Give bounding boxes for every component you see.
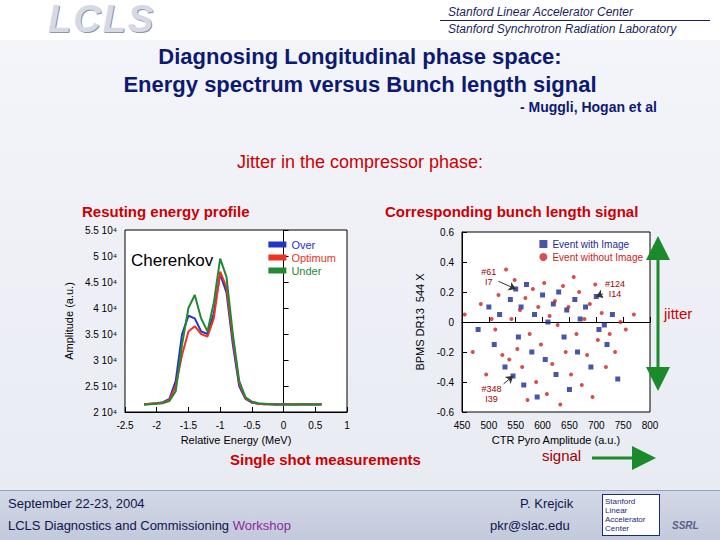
svg-text:0.2: 0.2 xyxy=(440,287,454,298)
svg-text:500: 500 xyxy=(481,420,498,431)
svg-text:-0.2: -0.2 xyxy=(437,347,455,358)
svg-text:600: 600 xyxy=(534,420,551,431)
svg-text:0: 0 xyxy=(281,420,287,431)
svg-text:550: 550 xyxy=(507,420,524,431)
html-text:- Muggli, Hogan et al: - Muggli, Hogan et al xyxy=(520,99,657,115)
svg-text:BPMS DR13 544 X: BPMS DR13 544 X xyxy=(414,273,426,371)
svg-text:#348: #348 xyxy=(482,384,502,394)
svg-text:-0.6: -0.6 xyxy=(437,407,455,418)
html-text:SSRL: SSRL xyxy=(672,520,699,531)
svg-text:I39: I39 xyxy=(485,394,498,404)
svg-text:0.6: 0.6 xyxy=(440,227,454,238)
svg-text:800: 800 xyxy=(642,420,659,431)
svg-text:-0.5: -0.5 xyxy=(243,420,261,431)
html-text:Corresponding bunch length sig: Corresponding bunch length signal xyxy=(385,203,639,220)
html-text:signal: signal xyxy=(542,447,582,464)
svg-text:-0.4: -0.4 xyxy=(437,377,455,388)
html-text:September 22-23, 2004: September 22-23, 2004 xyxy=(8,496,145,511)
svg-text:5 10⁴: 5 10⁴ xyxy=(93,251,117,262)
svg-text:-2.5: -2.5 xyxy=(116,420,134,431)
svg-text:Relative Energy (MeV): Relative Energy (MeV) xyxy=(181,434,292,446)
svg-text:#124: #124 xyxy=(605,279,625,289)
html-text:LCLS Diagnostics and Commissio: LCLS Diagnostics and Commissioning Works… xyxy=(8,518,291,533)
html-text:P. Krejcik: P. Krejcik xyxy=(520,496,574,511)
svg-text:-2: -2 xyxy=(152,420,161,431)
svg-text:650: 650 xyxy=(561,420,578,431)
svg-text:3 10⁴: 3 10⁴ xyxy=(93,355,117,366)
html-text:Single shot measurements: Single shot measurements xyxy=(230,451,421,468)
html-text:Resuting energy profile: Resuting energy profile xyxy=(82,203,250,220)
svg-text:4.5 10⁴: 4.5 10⁴ xyxy=(85,277,117,288)
svg-text:Over: Over xyxy=(291,239,315,251)
svg-text:-1: -1 xyxy=(216,420,225,431)
svg-text:700: 700 xyxy=(588,420,605,431)
svg-text:#61: #61 xyxy=(481,267,496,277)
svg-text:CTR Pyro Amplitude (a.u.): CTR Pyro Amplitude (a.u.) xyxy=(492,434,620,446)
svg-text:0.4: 0.4 xyxy=(440,257,454,268)
html-text:Energy spectrum versus Bunch l: Energy spectrum versus Bunch length sign… xyxy=(123,72,597,97)
svg-text:-1.5: -1.5 xyxy=(180,420,198,431)
html-text:pkr@slac.edu: pkr@slac.edu xyxy=(490,518,570,533)
html-text:Stanford Synchrotron Radiation: Stanford Synchrotron Radiation Laborator… xyxy=(448,22,677,36)
html-text:Jitter in the compressor phase: Jitter in the compressor phase: xyxy=(236,152,484,172)
html-text:jitter: jitter xyxy=(664,305,693,322)
svg-text:Under: Under xyxy=(291,265,321,277)
html-text:Stanford Linear Accelerator Ce: Stanford Linear Accelerator Center xyxy=(448,5,633,19)
svg-text:3.5 10⁴: 3.5 10⁴ xyxy=(85,329,117,340)
svg-text:1: 1 xyxy=(344,420,350,431)
svg-text:Optimum: Optimum xyxy=(291,252,336,264)
svg-text:4 10⁴: 4 10⁴ xyxy=(93,303,117,314)
svg-text:2.5 10⁴: 2.5 10⁴ xyxy=(85,381,117,392)
svg-text:750: 750 xyxy=(615,420,632,431)
svg-text:Amplitude (a.u.): Amplitude (a.u.) xyxy=(63,282,75,360)
svg-text:450: 450 xyxy=(454,420,471,431)
html-text:Stanford Linear Accelerator Ce: Stanford Linear Accelerator Center xyxy=(605,497,646,533)
svg-text:Event without Image: Event without Image xyxy=(552,252,643,263)
svg-text:I7: I7 xyxy=(485,277,493,287)
svg-text:2 10⁴: 2 10⁴ xyxy=(93,407,117,418)
html-text:Diagnosing Longitudinal phase: Diagnosing Longitudinal phase space: xyxy=(158,44,562,69)
svg-text:Cherenkov: Cherenkov xyxy=(131,251,214,270)
svg-text:0: 0 xyxy=(448,317,454,328)
svg-text:0.5: 0.5 xyxy=(308,420,322,431)
svg-text:I14: I14 xyxy=(609,289,622,299)
svg-text:Event with Image: Event with Image xyxy=(552,239,629,250)
svg-text:5.5 10⁴: 5.5 10⁴ xyxy=(85,225,117,236)
